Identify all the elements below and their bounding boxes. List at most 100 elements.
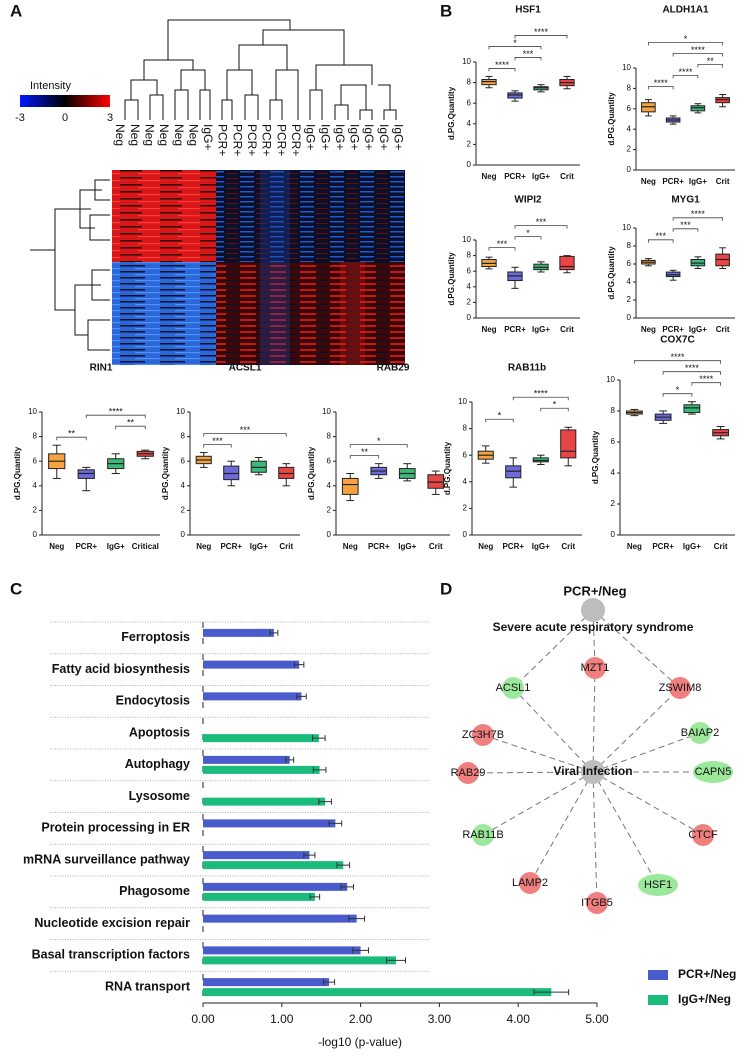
- significance-bracket: [691, 382, 722, 386]
- x-tick-label: Neg: [478, 542, 493, 551]
- error-bar: [340, 883, 355, 890]
- x-tick-label: Neg: [627, 542, 642, 551]
- error-bar: [293, 661, 305, 668]
- bar: [203, 692, 302, 701]
- x-tick-label: PCR+: [504, 325, 526, 334]
- category-label: Lysosome: [129, 789, 190, 803]
- color-legend: [20, 95, 110, 107]
- y-tick-label: 4: [463, 477, 468, 486]
- y-tick-label: 0: [467, 313, 472, 322]
- y-tick-label: 0: [33, 530, 38, 539]
- x-tick-label: IgG+: [532, 542, 550, 551]
- x-tick-label: IgG+: [532, 325, 550, 334]
- y-tick-label: 6: [181, 456, 186, 465]
- significance-bracket: [647, 86, 674, 90]
- legend-label: IgG+/Neg: [678, 992, 731, 1006]
- network-edge: [482, 771, 594, 836]
- legend-tick-label: 0: [62, 112, 68, 124]
- bar: [203, 851, 310, 860]
- node-label: CAPN5: [695, 766, 732, 778]
- dendrogram: [30, 19, 397, 351]
- y-tick-label: 10: [622, 223, 631, 232]
- significance-bracket: [672, 228, 699, 232]
- network-node: [457, 762, 479, 784]
- panel-label: C: [10, 579, 22, 598]
- y-tick-label: 0: [327, 530, 332, 539]
- significance-bracket: [697, 64, 724, 68]
- significance-bracket: [203, 444, 232, 448]
- significance-label: ***: [523, 49, 534, 59]
- error-bar: [285, 756, 295, 763]
- category-label: Endocytosis: [116, 694, 190, 708]
- x-tick-label: 3.00: [428, 1012, 452, 1026]
- network-node: [689, 722, 711, 744]
- box: [77, 469, 95, 479]
- x-tick-label: Neg: [343, 542, 358, 551]
- significance-label: ****: [534, 27, 549, 37]
- category-label: Nucleotide excision repair: [34, 916, 190, 930]
- bar: [203, 914, 357, 923]
- x-tick-label: PCR+: [368, 542, 390, 551]
- x-tick-label: Crit: [716, 177, 730, 186]
- bar: [203, 660, 300, 669]
- y-tick-label: 6: [627, 259, 632, 268]
- network-node: [692, 824, 714, 846]
- node-label: HSF1: [644, 879, 672, 891]
- column-label: IgG+: [348, 124, 362, 150]
- error-bar: [323, 979, 336, 986]
- bar: [203, 882, 348, 891]
- category-label: mRNA surveillance pathway: [23, 852, 190, 866]
- x-tick-label: PCR+: [662, 177, 684, 186]
- network-node: [581, 598, 605, 622]
- y-tick-label: 10: [622, 63, 631, 72]
- category-label: Basal transcription factors: [32, 948, 190, 962]
- column-label: PCR+: [245, 124, 259, 156]
- significance-bracket: [485, 418, 514, 423]
- y-tick-label: 10: [462, 235, 471, 244]
- x-tick-label: IgG+: [107, 542, 125, 551]
- y-tick-label: 10: [322, 407, 331, 416]
- network-edge: [592, 667, 596, 773]
- significance-bracket: [672, 217, 724, 221]
- y-tick-label: 6: [467, 266, 472, 275]
- box: [223, 465, 240, 481]
- chart-title: MYG1: [671, 195, 700, 206]
- y-tick-label: 4: [627, 124, 632, 133]
- y-axis-label: d.PG.Quantity: [13, 446, 22, 500]
- column-label: IgG+: [333, 124, 347, 150]
- bar: [203, 765, 320, 774]
- error-bar: [328, 820, 343, 827]
- y-tick-label: 2: [467, 298, 472, 307]
- bar: [203, 734, 319, 743]
- node-label: BAIAP2: [681, 727, 720, 739]
- significance-bracket: [514, 236, 542, 240]
- column-label: IgG+: [377, 124, 391, 150]
- y-axis-label: d.PG.Quantity: [447, 86, 456, 140]
- significance-label: ****: [699, 374, 714, 384]
- bar: [203, 755, 290, 764]
- category-label: Ferroptosis: [121, 630, 190, 644]
- bar: [203, 988, 552, 997]
- box: [250, 460, 267, 473]
- significance-bracket: [488, 68, 516, 72]
- network-edge: [592, 771, 659, 886]
- panel-label: D: [440, 579, 452, 598]
- x-tick-label: IgG+: [683, 542, 701, 551]
- significance-label: ****: [534, 389, 549, 399]
- chart-title: RAB11b: [508, 363, 546, 374]
- error-bar: [309, 893, 321, 900]
- y-axis-label: d.PG.Quantity: [607, 92, 616, 146]
- y-tick-label: 0: [627, 313, 632, 322]
- y-tick-label: 8: [627, 241, 632, 250]
- box: [560, 429, 577, 459]
- category-label: Fatty acid biosynthesis: [52, 662, 190, 676]
- x-tick-label: IgG+: [250, 542, 268, 551]
- error-bar: [386, 957, 407, 964]
- significance-bracket: [512, 396, 569, 401]
- x-tick-label: PCR+: [502, 542, 524, 551]
- network-node: [693, 761, 733, 783]
- network-edge: [529, 771, 594, 884]
- x-tick-label: PCR+: [220, 542, 242, 551]
- column-label: PCR+: [216, 124, 230, 156]
- panel-label: A: [10, 1, 22, 20]
